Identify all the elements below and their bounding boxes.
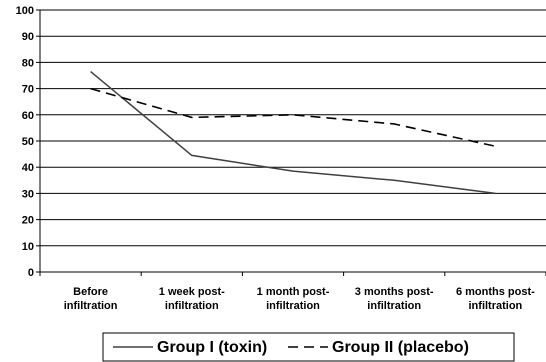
x-tick-label: 3 months post-infiltration — [355, 286, 434, 312]
x-tick-label: Before infiltration — [64, 286, 118, 312]
y-tick-label: 60 — [22, 110, 34, 122]
y-tick-label: 40 — [22, 162, 34, 174]
y-tick-label: 0 — [28, 267, 34, 279]
x-tick-label: 6 months post-infiltration — [456, 286, 535, 312]
y-tick-label: 30 — [22, 188, 34, 200]
series-line-1 — [90, 70, 496, 195]
y-tick-label: 90 — [22, 31, 34, 43]
y-tick-label: 10 — [22, 241, 34, 253]
x-tick-labels: Before infiltration 1 week post-infiltrati… — [64, 286, 535, 312]
legend-label-1: Group I (toxin) — [157, 339, 267, 356]
x-tick-label: 1 month post-infiltration — [257, 286, 330, 312]
y-tick-label: 50 — [22, 136, 34, 148]
legend: Group I (toxin) Group II (placebo) — [102, 332, 515, 362]
legend-label-2: Group II (placebo) — [332, 339, 469, 356]
y-tick-label: 20 — [22, 215, 34, 227]
series-line-2 — [90, 87, 496, 148]
axes — [36, 9, 546, 276]
y-tick-label: 70 — [22, 84, 34, 96]
x-tick-label: 1 week post-infiltration — [159, 286, 225, 312]
series-lines — [90, 70, 496, 195]
y-tick-label: 80 — [22, 57, 34, 69]
y-tick-labels: 0 10 20 30 40 50 60 70 80 90 100 — [16, 5, 34, 279]
y-tick-label: 100 — [16, 5, 34, 17]
grid-lines — [40, 9, 546, 247]
